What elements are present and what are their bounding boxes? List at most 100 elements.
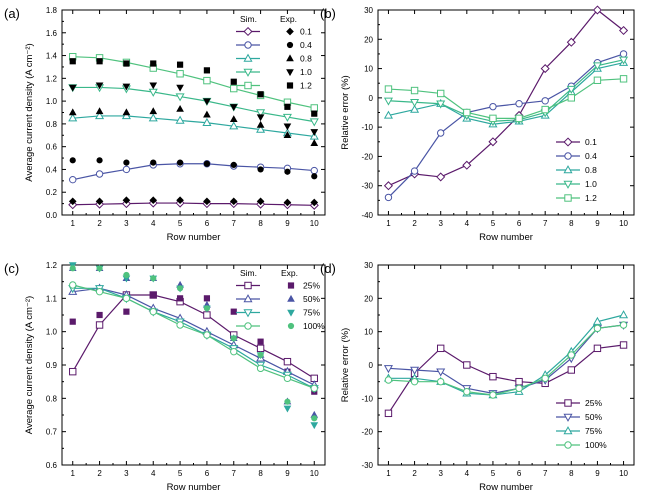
legend: Sim. Exp.0.1 0.4 0.8 1.0 1.2 (236, 14, 312, 91)
x-tick-label: 6 (205, 219, 210, 228)
data-point (593, 344, 602, 353)
y-tick-label: 1.1 (46, 294, 58, 303)
data-point (592, 316, 602, 325)
x-tick-label: 3 (438, 469, 443, 478)
y-tick-label: 0.6 (46, 461, 58, 470)
legend-label: 1.0 (585, 179, 597, 189)
exp-data-point (68, 84, 77, 92)
data-point (383, 365, 393, 374)
data-point (436, 368, 446, 377)
series-line (388, 78, 624, 119)
exp-data-point (257, 91, 264, 98)
exp-data-point (96, 311, 103, 319)
y-axis-label: Average current density (A cm⁻²) (24, 296, 35, 434)
legend-header-sim: Sim. (240, 268, 257, 278)
data-point (592, 62, 602, 71)
exp-data-point (284, 103, 291, 110)
data-point (619, 341, 628, 349)
exp-data-point (203, 197, 211, 206)
data-point (619, 25, 629, 36)
data-point (95, 287, 104, 296)
x-tick-label: 10 (619, 219, 628, 228)
data-point (463, 108, 471, 117)
y-tick-label: 0.6 (46, 143, 58, 152)
data-point (229, 121, 239, 130)
y-tick-label: 1.0 (46, 97, 58, 106)
data-point (541, 105, 549, 114)
x-tick-label: 3 (124, 469, 129, 478)
data-point (68, 113, 78, 122)
y-tick-label: -30 (361, 461, 373, 470)
y-tick-label: 10 (364, 65, 373, 74)
chart-panel-2: 1 2 3 4 5 6 7 8 9 10 -40 -30 -20 -10 0 10 20 30 Row number… (320, 5, 635, 243)
exp-data-point (203, 160, 211, 167)
exp-data-point (95, 197, 104, 206)
y-tick-label: -40 (361, 211, 373, 220)
data-point (384, 193, 393, 202)
x-tick-label: 7 (232, 219, 237, 228)
x-tick-label: 5 (178, 219, 183, 228)
exp-data-point (310, 129, 319, 137)
data-point (69, 367, 77, 376)
y-tick-label: 0.8 (46, 394, 58, 403)
y-tick-label: 1.0 (46, 328, 58, 337)
legend-label: 1.2 (300, 81, 312, 91)
x-tick-label: 2 (412, 219, 417, 228)
legend-header-exp: Exp. (281, 268, 298, 278)
data-point (122, 294, 131, 303)
data-point (202, 117, 212, 126)
x-tick-label: 7 (232, 469, 237, 478)
data-point (175, 93, 185, 102)
legend-exp-marker (286, 82, 294, 89)
data-point (592, 5, 602, 15)
exp-data-point (230, 78, 237, 85)
legend-header-exp: Exp. (280, 14, 297, 24)
legend-marker (563, 426, 573, 435)
exp-data-point (150, 291, 157, 299)
y-tick-label: 30 (364, 261, 373, 270)
series-line (72, 202, 315, 206)
data-point (310, 384, 318, 393)
x-tick-label: 5 (491, 219, 496, 228)
x-tick-label: 5 (491, 469, 496, 478)
data-point (436, 344, 445, 353)
series-line (72, 287, 315, 389)
x-tick-label: 8 (258, 469, 263, 478)
data-point (256, 109, 266, 118)
x-axis-label: Row number (479, 482, 533, 492)
data-point (540, 64, 550, 74)
x-tick-label: 10 (310, 219, 319, 228)
exp-data-point (149, 82, 158, 90)
exp-data-point (230, 161, 237, 168)
exp-data-point (176, 61, 184, 68)
series-50% (383, 321, 629, 399)
exp-data-point (69, 318, 76, 325)
y-axis-label: Relative error (%) (340, 75, 351, 149)
data-point (383, 97, 393, 106)
series-line (388, 62, 624, 125)
x-tick-label: 5 (178, 469, 183, 478)
exp-data-point (229, 115, 238, 123)
x-tick-label: 7 (543, 219, 548, 228)
data-point (230, 84, 238, 93)
data-point (567, 366, 576, 374)
data-point (383, 110, 393, 119)
y-tick-label: 0 (369, 94, 374, 103)
exp-data-point (122, 83, 131, 91)
x-tick-label: 4 (151, 219, 156, 228)
exp-data-point (123, 60, 130, 67)
data-point (436, 172, 446, 182)
data-point (436, 89, 445, 98)
data-point (463, 361, 471, 369)
exp-data-point (311, 415, 318, 422)
exp-data-point (203, 110, 211, 118)
legend-marker (563, 413, 573, 422)
series-line (388, 53, 624, 198)
x-tick-label: 9 (595, 219, 600, 228)
legend-label: 0.8 (300, 54, 312, 64)
legend-marker (564, 152, 572, 160)
exp-data-point (123, 308, 130, 315)
data-point (410, 86, 419, 95)
y-tick-label: 1.2 (46, 261, 58, 270)
x-tick-label: 1 (386, 469, 391, 478)
